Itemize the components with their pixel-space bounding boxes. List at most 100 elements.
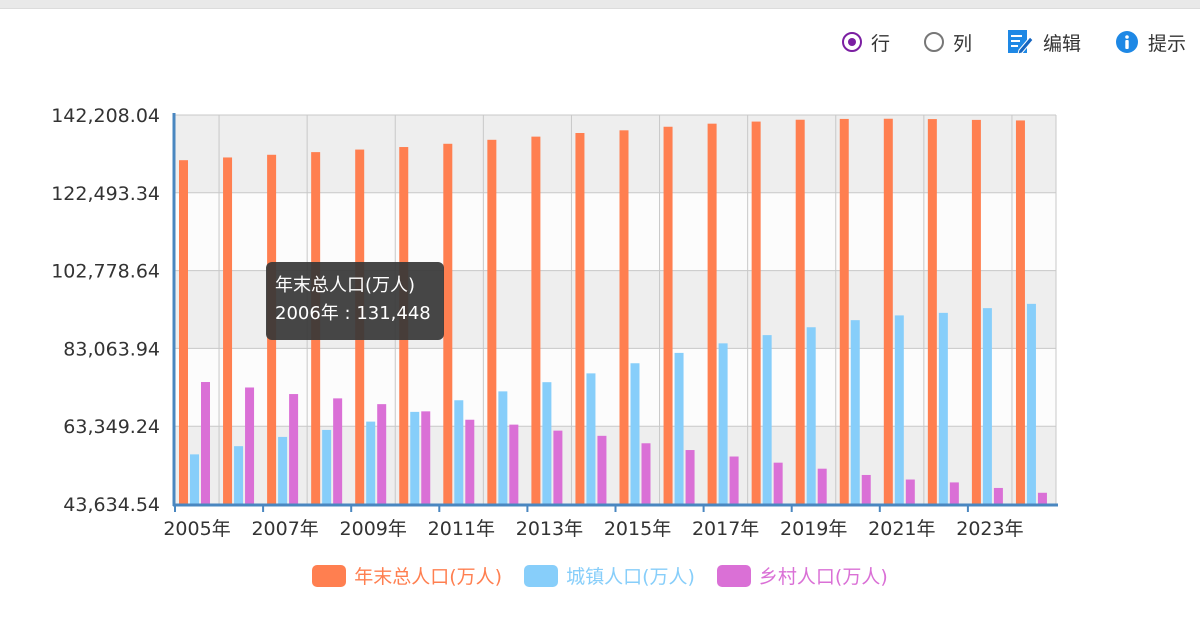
edit-button[interactable]: 编辑	[1006, 28, 1081, 56]
grid-band	[175, 115, 1056, 193]
edit-label: 编辑	[1042, 32, 1081, 55]
bar	[795, 119, 805, 504]
bar	[663, 126, 673, 505]
hint-button[interactable]: 提示	[1115, 29, 1186, 56]
bar	[498, 391, 508, 504]
x-tick-label: 2023年	[956, 518, 1023, 540]
chart-legend: 年末总人口(万人) 城镇人口(万人) 乡村人口(万人)	[0, 562, 1200, 589]
bar	[905, 479, 915, 504]
row-mode-option[interactable]: 行	[841, 29, 890, 56]
column-label: 列	[952, 32, 972, 55]
y-tick-label: 83,063.94	[63, 338, 160, 360]
bar	[179, 160, 188, 504]
bar	[509, 424, 519, 504]
bar	[949, 482, 959, 504]
bar	[751, 121, 761, 505]
y-tick-label: 142,208.04	[51, 105, 160, 127]
bar	[443, 143, 453, 504]
bar	[993, 487, 1003, 504]
x-tick-label: 2005年	[163, 518, 230, 540]
column-mode-option[interactable]: 列	[923, 29, 972, 56]
bar	[190, 454, 199, 504]
bar	[674, 352, 684, 504]
legend-item-total[interactable]: 年末总人口(万人)	[312, 562, 502, 589]
legend-swatch-rural	[716, 564, 751, 587]
bar	[817, 468, 827, 504]
bar	[234, 446, 244, 504]
bar	[201, 382, 210, 504]
bar	[487, 139, 497, 504]
bar	[806, 327, 816, 504]
bar	[762, 335, 772, 504]
x-tick-label: 2009年	[340, 518, 407, 540]
hint-label: 提示	[1147, 32, 1186, 55]
legend-item-urban[interactable]: 城镇人口(万人)	[524, 562, 695, 589]
legend-item-rural[interactable]: 乡村人口(万人)	[716, 562, 888, 589]
tooltip-value: 2006年 : 131,448	[275, 303, 431, 324]
bar	[707, 123, 717, 504]
bar	[454, 400, 464, 504]
column-radio[interactable]	[923, 32, 944, 52]
x-tick-label: 2021年	[868, 518, 935, 540]
bar	[553, 430, 563, 504]
chart-toolbar: 行 列 编辑 提示	[841, 26, 1186, 58]
bar	[641, 443, 651, 504]
bar	[729, 456, 739, 504]
bar	[619, 130, 629, 504]
y-tick-label: 102,778.64	[51, 261, 160, 283]
x-tick-label: 2013年	[516, 518, 583, 540]
bar	[289, 394, 299, 504]
bar	[542, 382, 552, 504]
bar	[597, 435, 607, 504]
info-icon	[1115, 31, 1138, 53]
grid-band	[175, 192, 1056, 271]
window-top-strip	[0, 0, 1200, 9]
y-tick-label: 43,634.54	[63, 494, 160, 516]
bar	[410, 411, 420, 504]
bar	[245, 387, 255, 504]
bar	[575, 133, 585, 504]
bar	[982, 308, 992, 504]
bar	[1037, 492, 1047, 504]
bar	[685, 450, 695, 504]
x-tick-label: 2017年	[692, 518, 759, 540]
legend-label-rural: 乡村人口(万人)	[758, 566, 888, 588]
bar	[278, 436, 288, 504]
chart-tooltip: 年末总人口(万人) 2006年 : 131,448	[266, 262, 444, 340]
tooltip-title: 年末总人口(万人)	[275, 275, 416, 296]
bar	[1026, 303, 1036, 504]
bar	[883, 118, 893, 504]
legend-label-total: 年末总人口(万人)	[354, 566, 503, 588]
bar	[850, 320, 860, 504]
bar	[322, 429, 332, 504]
y-tick-label: 63,349.24	[63, 416, 160, 438]
bar	[1015, 120, 1025, 504]
bar	[894, 315, 904, 504]
bar	[223, 157, 233, 504]
x-tick-label: 2011年	[428, 518, 495, 540]
grid-band	[175, 348, 1056, 427]
bar	[861, 474, 871, 504]
bar	[465, 419, 475, 504]
row-label: 行	[870, 32, 890, 55]
bar	[718, 343, 728, 504]
edit-icon	[1007, 30, 1034, 55]
bar	[377, 404, 387, 504]
y-tick-label: 122,493.34	[51, 183, 160, 205]
bar	[773, 462, 783, 504]
bar	[421, 411, 431, 504]
x-tick-label: 2007年	[251, 518, 318, 540]
bar	[839, 118, 849, 504]
bar	[630, 363, 640, 504]
legend-swatch-urban	[524, 564, 559, 587]
x-tick-label: 2015年	[604, 518, 671, 540]
legend-label-urban: 城镇人口(万人)	[566, 566, 695, 588]
row-radio[interactable]	[841, 32, 862, 52]
bar	[927, 119, 937, 504]
bar	[531, 136, 541, 505]
bar	[333, 398, 343, 504]
bar	[586, 373, 596, 504]
x-tick-label: 2019年	[780, 518, 847, 540]
bar	[938, 312, 948, 504]
